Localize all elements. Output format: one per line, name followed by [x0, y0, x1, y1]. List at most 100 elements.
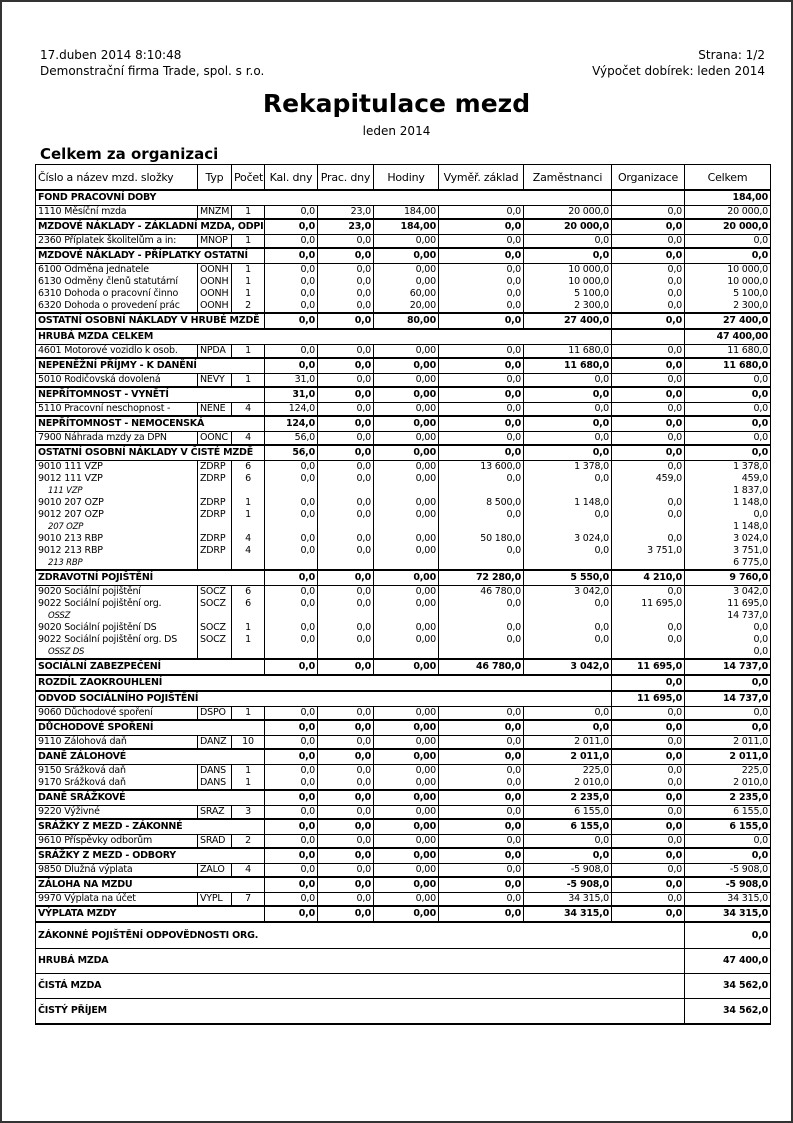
value-cell: 10 000,0 [523, 276, 612, 288]
value-cell: 0,0 [611, 402, 685, 416]
item-count: 2 [231, 834, 265, 848]
column-header: Prac. dny [317, 164, 374, 191]
value-cell: 0,0 [317, 415, 374, 432]
value-cell: 0,0 [264, 598, 318, 610]
value-cell: 0,0 [611, 789, 685, 806]
empty-cell [231, 521, 265, 533]
group-total-row: SRÁŽKY Z MEZD - ODBORY 0,0 0,0 0,00 0,0 0,0 0,… [35, 847, 771, 864]
value-cell: 0,0 [611, 276, 685, 288]
value-cell: 0,0 [438, 288, 524, 300]
item-count: 4 [231, 545, 265, 557]
item-count: 10 [231, 735, 265, 749]
item-type: DANS [197, 764, 232, 777]
value-cell: 0,00 [373, 357, 439, 374]
value-cell: 0,0 [611, 735, 685, 749]
value-cell: 0,0 [317, 706, 374, 720]
value-cell: 0,0 [523, 444, 612, 461]
value-cell: 0,0 [523, 415, 612, 432]
subtotal-row: 213 RBP 6 775,0 [35, 557, 771, 570]
value-cell: 0,00 [373, 818, 439, 835]
value-cell: 0,00 [373, 658, 439, 676]
summary-name: HRUBÁ MZDA CELKEM [35, 328, 612, 345]
value-cell: 1 378,0 [523, 460, 612, 473]
value-cell: 3 751,0 [684, 545, 771, 557]
value-cell: 0,00 [373, 905, 439, 923]
value-cell: 0,00 [373, 834, 439, 848]
empty-cell [611, 485, 685, 497]
value-cell: 0,0 [611, 892, 685, 906]
value-cell: 23,0 [317, 205, 374, 219]
group-total-row: SOCIÁLNÍ ZABEZPEČENÍ 0,0 0,0 0,00 46 780,0 3 … [35, 658, 771, 676]
empty-cell [373, 485, 439, 497]
subtotal-name: 111 VZP [35, 485, 198, 497]
value-cell: 0,00 [373, 473, 439, 485]
value-cell: 0,0 [317, 735, 374, 749]
value-cell: 0,0 [611, 533, 685, 545]
value-cell: 0,0 [438, 276, 524, 288]
value-cell: 0,0 [523, 634, 612, 646]
empty-cell [438, 521, 524, 533]
item-name: 9020 Sociální pojištění DS [35, 622, 198, 634]
value-cell: 0,0 [438, 847, 524, 864]
value-cell: 5 100,0 [523, 288, 612, 300]
value-cell: 0,00 [373, 706, 439, 720]
table-row: 9220 Výživné SRAZ 3 0,0 0,0 0,00 0,0 6 155,0 0,0… [35, 805, 771, 819]
value-cell: 3 024,0 [523, 533, 612, 545]
item-type: DANS [197, 777, 232, 790]
value-cell: 0,0 [438, 863, 524, 877]
table-row: 5110 Pracovní neschopnost - NENE 4 124,0 0,0… [35, 402, 771, 416]
item-name: 9220 Výživné [35, 805, 198, 819]
value-cell: 0,0 [264, 748, 318, 765]
summary-name: FOND PRACOVNÍ DOBY [35, 189, 612, 206]
total-value: 14 737,0 [684, 690, 771, 707]
value-cell: 0,0 [317, 545, 374, 557]
value-cell: 0,0 [317, 288, 374, 300]
value-cell: 0,0 [317, 719, 374, 736]
group-name: OSTATNÍ OSOBNÍ NÁKLADY V ČISTÉ MZDĚ [35, 444, 265, 461]
group-name: SOCIÁLNÍ ZABEZPEČENÍ [35, 658, 265, 676]
value-cell: 0,0 [438, 834, 524, 848]
value-cell: 0,0 [438, 373, 524, 387]
table-row: 9010 207 OZP ZDRP 1 0,0 0,0 0,00 8 500,0 1 148,… [35, 497, 771, 509]
value-cell: 0,0 [264, 764, 318, 777]
item-type: ZDRP [197, 533, 232, 545]
final-value: 34 562,0 [684, 998, 771, 1025]
group-total-row: DANĚ ZÁLOHOVÉ 0,0 0,0 0,00 0,0 2 011,0 0,0 2 01… [35, 748, 771, 765]
group-total-row: MZDOVÉ NÁKLADY - ZÁKLADNÍ MZDA, ODPI 0,0 2… [35, 218, 771, 235]
value-cell: 0,0 [684, 234, 771, 248]
value-cell: 0,0 [264, 497, 318, 509]
value-cell: 11 695,0 [611, 658, 685, 676]
final-total-row: HRUBÁ MZDA 47 400,0 [35, 948, 771, 974]
value-cell: 0,0 [264, 634, 318, 646]
value-cell: 0,00 [373, 545, 439, 557]
value-cell: 0,0 [264, 585, 318, 598]
group-name: SRÁŽKY Z MEZD - ZÁKONNÉ [35, 818, 265, 835]
value-cell: 0,0 [317, 892, 374, 906]
value-cell: 2 011,0 [523, 748, 612, 765]
organization-value [611, 328, 685, 345]
value-cell: 10 000,0 [684, 263, 771, 276]
group-name: DANĚ ZÁLOHOVÉ [35, 748, 265, 765]
group-name: DŮCHODOVÉ SPOŘENÍ [35, 719, 265, 736]
value-cell: 0,0 [317, 497, 374, 509]
item-type: SOCZ [197, 622, 232, 634]
value-cell: 0,0 [611, 234, 685, 248]
item-count: 4 [231, 533, 265, 545]
value-cell: 0,0 [317, 777, 374, 790]
table-row: 9970 Výplata na účet VYPL 7 0,0 0,0 0,00 0,0 34… [35, 892, 771, 906]
value-cell: 0,0 [438, 634, 524, 646]
total-value: 184,00 [684, 189, 771, 206]
subtotal-name: OSSZ DS [35, 646, 198, 659]
value-cell: 0,0 [438, 598, 524, 610]
empty-cell [373, 646, 439, 659]
value-cell: 4 210,0 [611, 569, 685, 586]
final-name: ČISTÝ PŘÍJEM [35, 998, 685, 1025]
value-cell: 0,0 [611, 905, 685, 923]
value-cell: 0,0 [611, 205, 685, 219]
value-cell: -5 908,0 [684, 863, 771, 877]
subtotal-value: 6 775,0 [684, 557, 771, 570]
value-cell: 124,0 [264, 402, 318, 416]
final-name: HRUBÁ MZDA [35, 948, 685, 974]
final-total-row: ČISTÁ MZDA 34 562,0 [35, 973, 771, 999]
item-type: SOCZ [197, 634, 232, 646]
